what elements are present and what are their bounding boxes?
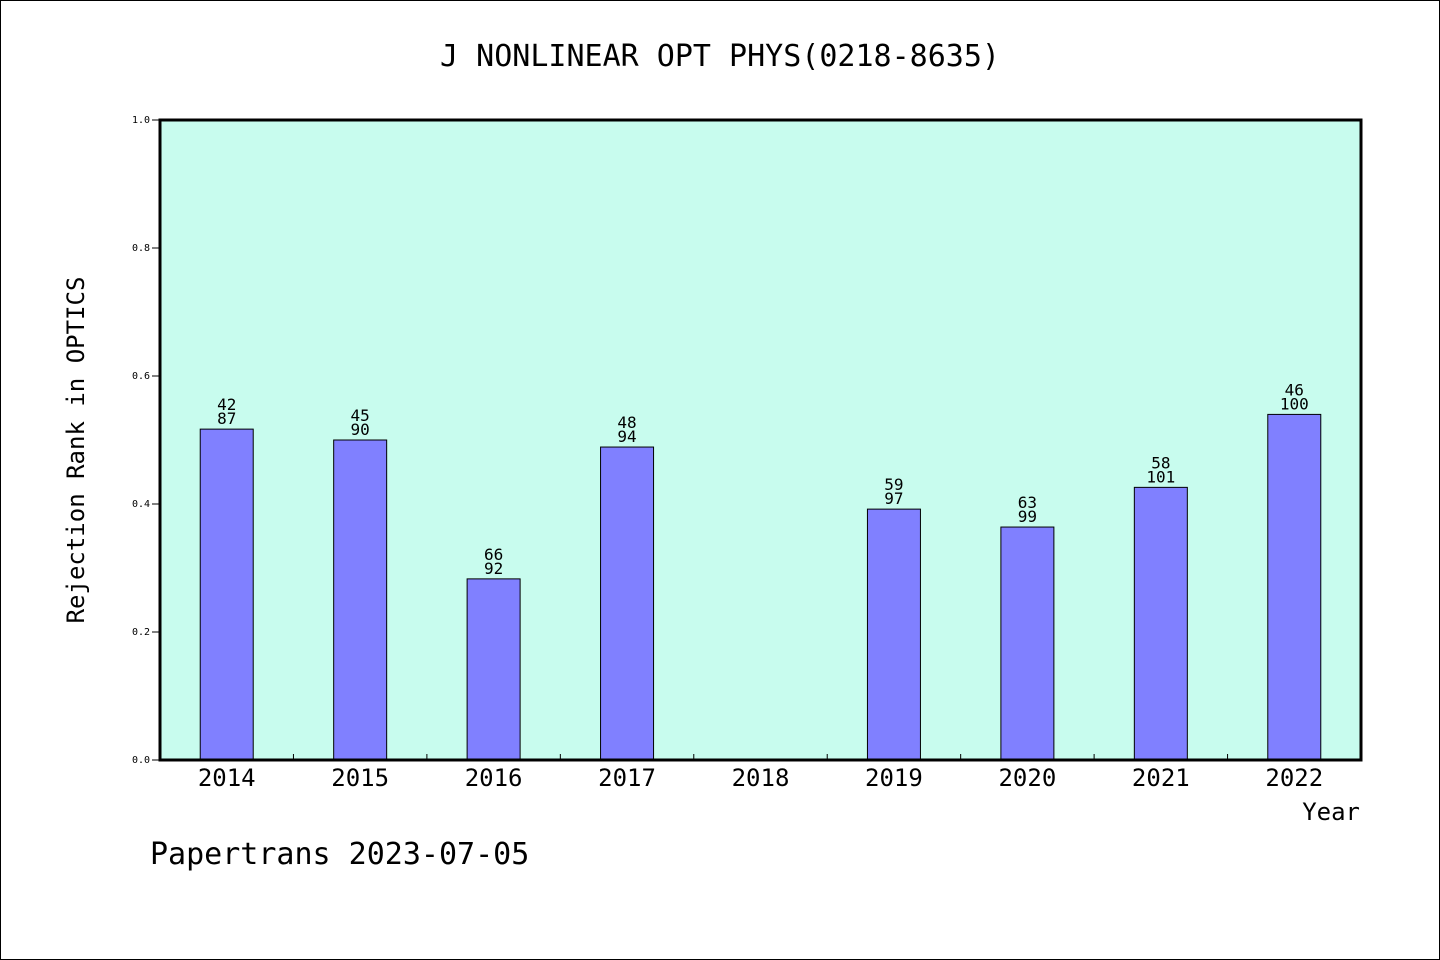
bars: [199, 413, 1322, 761]
chart-title: J NONLINEAR OPT PHYS(0218-8635): [440, 39, 1000, 74]
bar-label-top: 63: [1018, 493, 1037, 512]
y-tick-label: 1.0: [132, 115, 150, 126]
y-axis: 0.0 0.2 0.4 0.6 0.8 1.0: [132, 115, 160, 766]
x-tick-label: 2017: [598, 764, 656, 792]
y-tick-label: 0.2: [132, 627, 150, 638]
bar-label-bottom: 90: [351, 420, 370, 439]
x-tick-label: 2019: [865, 764, 923, 792]
x-axis: 2014 2015 2016 2017 2018 2019 2020 2021 2022: [198, 754, 1323, 792]
bar-2021: [1133, 486, 1188, 761]
bar-label-bottom: 87: [217, 409, 236, 428]
y-tick-label: 0.0: [132, 755, 150, 766]
bar-label-bottom: 94: [617, 427, 636, 446]
bar-2019: [866, 508, 921, 761]
bar-label-top: 42: [217, 395, 236, 414]
plot-border: [158, 118, 1363, 762]
x-axis-label: Year: [1302, 798, 1360, 826]
footer-text: Papertrans 2023-07-05: [150, 837, 529, 872]
bar-label-bottom: 97: [884, 489, 903, 508]
bar-2015: [333, 439, 388, 761]
x-tick-label: 2016: [465, 764, 523, 792]
bar-2022: [1267, 413, 1322, 761]
bar-label-bottom: 99: [1018, 507, 1037, 526]
bar-2017: [600, 446, 655, 761]
x-tick-label: 2021: [1132, 764, 1190, 792]
bar-2014: [199, 428, 254, 761]
bar-label-bottom: 92: [484, 559, 503, 578]
y-tick-label: 0.8: [132, 243, 150, 254]
y-tick-label: 0.4: [132, 499, 150, 510]
y-axis-label: Rejection Rank in OPTICS: [62, 277, 90, 624]
bar-label-bottom: 100: [1280, 394, 1309, 413]
bar-label-bottom: 101: [1146, 467, 1175, 486]
bar-label-top: 66: [484, 545, 503, 564]
x-tick-label: 2014: [198, 764, 256, 792]
x-tick-label: 2022: [1265, 764, 1323, 792]
bar-label-top: 45: [351, 406, 370, 425]
bar-label-top: 46: [1285, 380, 1304, 399]
bar-label-top: 59: [884, 475, 903, 494]
x-tick-label: 2020: [998, 764, 1056, 792]
bar-2020: [1000, 526, 1055, 761]
bar-2016: [466, 578, 521, 761]
y-tick-label: 0.6: [132, 371, 150, 382]
x-tick-label: 2015: [331, 764, 389, 792]
x-tick-label: 2018: [732, 764, 790, 792]
bar-label-top: 58: [1151, 453, 1170, 472]
bar-label-top: 48: [617, 413, 636, 432]
